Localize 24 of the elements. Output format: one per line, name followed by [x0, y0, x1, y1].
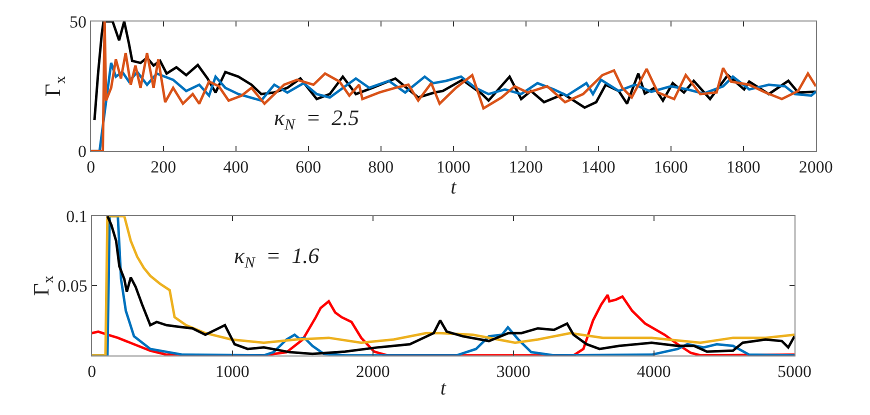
x-tick-label: 2000	[356, 362, 390, 381]
x-tick-label: 1000	[215, 362, 250, 381]
x-tick-label: 200	[150, 158, 176, 177]
x-tick-label: 4000	[636, 362, 671, 381]
x-tick-label: 600	[296, 158, 322, 177]
x-tick-label: 800	[368, 158, 394, 177]
x-tick-label: 5000	[777, 362, 812, 381]
x-axis-title: t	[450, 176, 457, 199]
x-tick-label: 1000	[436, 158, 470, 177]
x-tick-label: 1400	[581, 158, 616, 177]
y-tick-label: 0.05	[58, 276, 88, 296]
annotation: κ$_{N}$ = 1.6	[234, 243, 320, 272]
x-tick-label: 1800	[726, 158, 760, 177]
annotation: κ$_{N}$ = 2.5	[274, 105, 360, 134]
x-tick-label: 2000	[798, 158, 833, 177]
x-tick-label: 3000	[496, 362, 530, 381]
x-tick-label: 1200	[508, 158, 543, 177]
y-tick-label: 50	[69, 12, 86, 32]
y-tick-label: 0.1	[66, 207, 88, 226]
x-axis-title: t	[440, 377, 446, 400]
y-tick-label: 0	[78, 142, 86, 162]
x-tick-label: 1600	[654, 158, 688, 177]
line-series	[90, 21, 816, 152]
x-tick-label: 400	[223, 158, 249, 177]
